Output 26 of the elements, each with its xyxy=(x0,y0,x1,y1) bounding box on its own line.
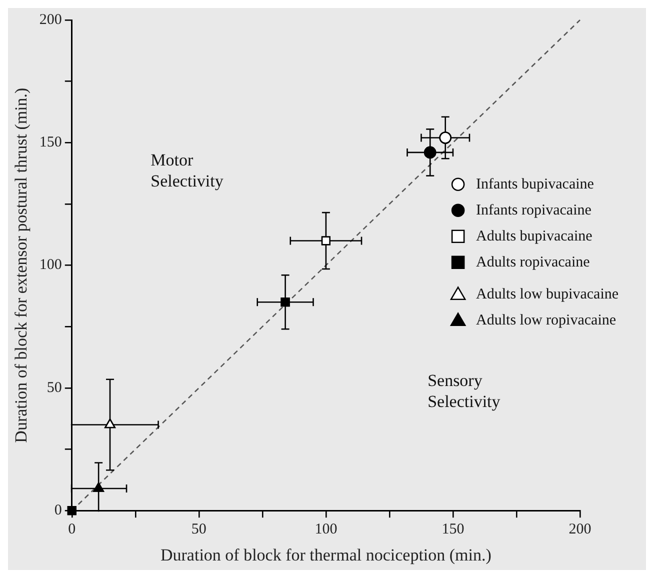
point xyxy=(93,482,104,492)
x-tick-label: 50 xyxy=(191,522,206,538)
point xyxy=(321,236,330,246)
point xyxy=(104,418,116,428)
y-tick-label: 100 xyxy=(39,257,62,274)
x-tick-label: 200 xyxy=(568,522,592,538)
legend-label: Infants ropivacaine xyxy=(476,202,592,218)
annotation: Sensory Selectivity xyxy=(428,371,501,412)
y-axis-title: Duration of block for extensor postural thrust (min.) xyxy=(12,88,31,443)
legend-label: Adults bupivacaine xyxy=(476,228,593,244)
point xyxy=(439,132,452,144)
x-axis-title: Duration of block for thermal nociception (min.) xyxy=(160,545,492,564)
legend-label: Infants bupivacaine xyxy=(476,176,594,192)
annotation: Motor Selectivity xyxy=(150,150,224,190)
x-tick-label: 0 xyxy=(68,522,76,538)
point xyxy=(424,146,436,159)
y-tick-label: 50 xyxy=(46,380,62,396)
y-tick-label: 0 xyxy=(54,502,62,519)
legend-label: Adults ropivacaine xyxy=(476,254,590,270)
point xyxy=(280,298,290,307)
y-tick-label: 200 xyxy=(39,12,62,28)
x-tick-label: 100 xyxy=(314,522,338,538)
y-tick-label: 150 xyxy=(39,134,62,151)
x-tick-label: 150 xyxy=(442,522,464,538)
legend-label: Adults low ropivacaine xyxy=(476,312,616,328)
legend-label: Adults low bupivacaine xyxy=(476,286,619,302)
